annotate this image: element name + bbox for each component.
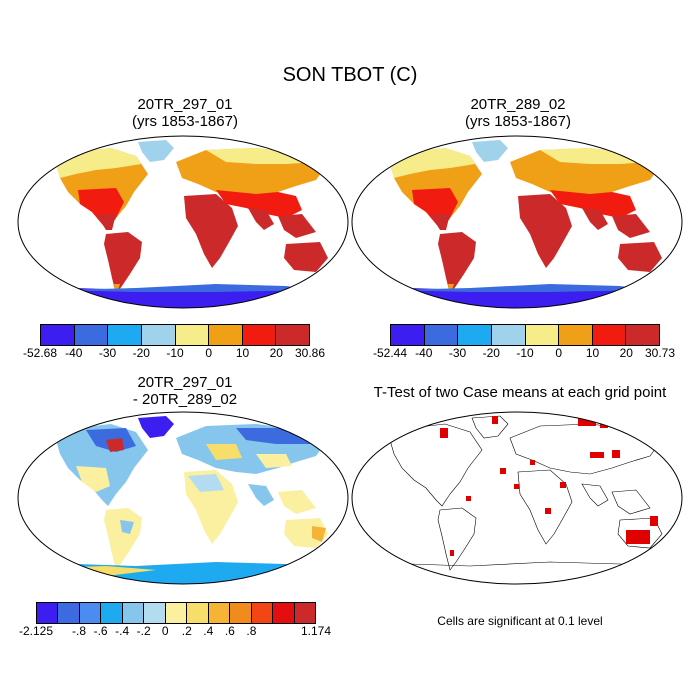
colorbar3-label-3: -.4 bbox=[115, 624, 130, 638]
colorbar1-swatch-7 bbox=[276, 325, 309, 345]
map-ttest-significant-cells bbox=[440, 416, 658, 556]
panel1-title: 20TR_297_01 (yrs 1853-1867) bbox=[25, 96, 345, 130]
colorbar-case1 bbox=[40, 324, 310, 346]
colorbar3-swatch-1 bbox=[58, 603, 80, 623]
colorbar2-label-8: 30.73 bbox=[644, 346, 676, 360]
colorbar3-label-10: 1.174 bbox=[300, 624, 332, 638]
colorbar3-swatch-7 bbox=[187, 603, 209, 623]
colorbar2-label-2: -30 bbox=[448, 346, 467, 360]
colorbar3-swatch-10 bbox=[251, 603, 274, 623]
colorbar1-swatch-4 bbox=[175, 325, 210, 345]
colorbar2-label-0: -52.44 bbox=[372, 346, 408, 360]
colorbar2-swatch-2 bbox=[458, 325, 492, 345]
colorbar-difference bbox=[36, 602, 316, 624]
colorbar3-label-2: -.6 bbox=[93, 624, 108, 638]
colorbar1-label-4: -10 bbox=[166, 346, 184, 360]
colorbar3-swatch-0 bbox=[37, 603, 59, 623]
colorbar2-swatch-5 bbox=[559, 325, 593, 345]
panel3-title-line1: 20TR_297_01 bbox=[137, 374, 233, 391]
colorbar2-label-6: 10 bbox=[585, 346, 600, 360]
colorbar2-swatch-3 bbox=[491, 325, 526, 345]
panel2-title-line1: 20TR_289_02 bbox=[470, 96, 566, 113]
colorbar2-swatch-7 bbox=[626, 325, 659, 345]
map-case1 bbox=[17, 135, 349, 309]
panel3-title: 20TR_297_01 - 20TR_289_02 bbox=[25, 374, 345, 408]
colorbar3-swatch-4 bbox=[122, 603, 145, 623]
map-ttest bbox=[351, 411, 683, 585]
map-case2-land bbox=[352, 140, 682, 308]
colorbar1-label-2: -30 bbox=[98, 346, 117, 360]
colorbar2-swatch-1 bbox=[424, 325, 459, 345]
colorbar1-swatch-3 bbox=[141, 325, 176, 345]
panel4-title: T-Test of two Case means at each grid po… bbox=[373, 384, 667, 401]
colorbar3-label-6: .2 bbox=[181, 624, 192, 638]
colorbar3-swatch-3 bbox=[101, 603, 123, 623]
colorbar3-label-5: 0 bbox=[161, 624, 169, 638]
colorbar1-label-7: 20 bbox=[269, 346, 283, 360]
panel3-title-line2: - 20TR_289_02 bbox=[132, 391, 238, 408]
map-difference-land bbox=[18, 416, 348, 584]
colorbar2-label-1: -40 bbox=[415, 346, 433, 360]
colorbar1-label-3: -20 bbox=[132, 346, 150, 360]
significance-note: Cells are significant at 0.1 level bbox=[437, 614, 603, 628]
map-case1-land bbox=[18, 140, 348, 308]
colorbar3-swatch-11 bbox=[273, 603, 295, 623]
colorbar3-label-9: .8 bbox=[246, 624, 257, 638]
panel1-title-line2: (yrs 1853-1867) bbox=[132, 113, 238, 130]
colorbar1-label-5: 0 bbox=[205, 346, 213, 360]
colorbar2-label-4: -10 bbox=[516, 346, 534, 360]
colorbar3-swatch-6 bbox=[165, 603, 188, 623]
main-title: SON TBOT (C) bbox=[282, 64, 418, 86]
colorbar2-label-7: 20 bbox=[619, 346, 633, 360]
colorbar2-label-5: 0 bbox=[555, 346, 563, 360]
colorbar3-swatch-8 bbox=[208, 603, 231, 623]
colorbar1-swatch-0 bbox=[41, 325, 75, 345]
colorbar2-swatch-0 bbox=[391, 325, 425, 345]
colorbar3-swatch-2 bbox=[79, 603, 102, 623]
panel2-title: 20TR_289_02 (yrs 1853-1867) bbox=[358, 96, 678, 130]
colorbar2-label-3: -20 bbox=[482, 346, 500, 360]
panel1-title-line1: 20TR_297_01 bbox=[137, 96, 233, 113]
colorbar3-label-0: -2.125 bbox=[18, 624, 54, 638]
colorbar1-label-6: 10 bbox=[235, 346, 250, 360]
colorbar1-label-0: -52.68 bbox=[22, 346, 58, 360]
colorbar-case2 bbox=[390, 324, 660, 346]
colorbar3-label-4: -.2 bbox=[136, 624, 151, 638]
colorbar3-label-7: .4 bbox=[203, 624, 214, 638]
colorbar3-swatch-12 bbox=[294, 603, 316, 623]
colorbar3-label-1: -.8 bbox=[72, 624, 87, 638]
colorbar2-swatch-4 bbox=[525, 325, 560, 345]
colorbar3-label-8: .6 bbox=[224, 624, 235, 638]
colorbar1-swatch-2 bbox=[108, 325, 142, 345]
map-case2 bbox=[351, 135, 683, 309]
colorbar1-label-1: -40 bbox=[65, 346, 83, 360]
colorbar3-swatch-5 bbox=[144, 603, 166, 623]
colorbar1-swatch-5 bbox=[209, 325, 243, 345]
map-ttest-outlines bbox=[352, 415, 682, 571]
map-difference bbox=[17, 411, 349, 585]
colorbar3-swatch-9 bbox=[230, 603, 252, 623]
colorbar2-swatch-6 bbox=[592, 325, 627, 345]
panel2-title-line2: (yrs 1853-1867) bbox=[465, 113, 571, 130]
colorbar1-swatch-1 bbox=[74, 325, 109, 345]
colorbar1-swatch-6 bbox=[242, 325, 277, 345]
colorbar1-label-8: 30.86 bbox=[294, 346, 326, 360]
